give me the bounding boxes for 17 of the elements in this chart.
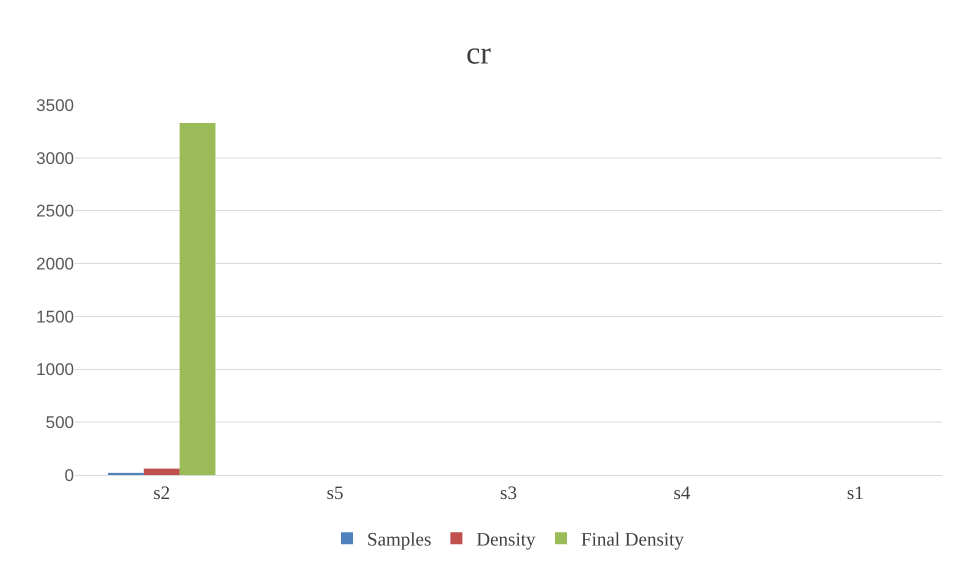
- chart-title: cr: [466, 34, 492, 70]
- legend-label: Final Density: [580, 530, 684, 551]
- y-tick-label: 1000: [36, 360, 74, 380]
- x-tick-label: s1: [846, 482, 864, 504]
- y-tick-label: 2000: [36, 254, 74, 274]
- y-tick-label: 500: [46, 413, 74, 432]
- legend-label: Density: [476, 530, 536, 551]
- y-tick-label: 1500: [36, 307, 74, 326]
- x-tick-label: s2: [153, 482, 170, 504]
- x-tick-label: s3: [500, 482, 517, 504]
- y-tick-label: 2500: [36, 202, 74, 221]
- x-tick-label: s5: [326, 482, 344, 504]
- y-tick-label: 3500: [36, 96, 74, 115]
- y-tick-label: 3000: [36, 148, 74, 168]
- x-tick-label: s4: [673, 482, 691, 504]
- y-tick-label: 0: [64, 466, 74, 485]
- legend-label: Samples: [367, 530, 432, 551]
